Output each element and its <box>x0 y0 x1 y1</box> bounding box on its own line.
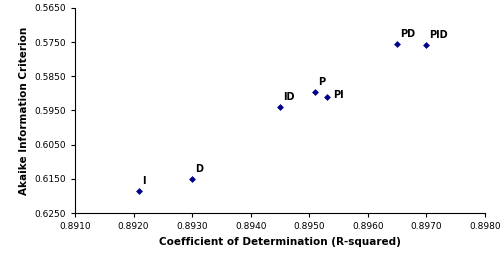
Text: PI: PI <box>332 89 344 100</box>
X-axis label: Coefficient of Determination (R-squared): Coefficient of Determination (R-squared) <box>159 237 401 247</box>
Text: I: I <box>142 176 146 186</box>
Text: D: D <box>195 164 203 174</box>
Text: PID: PID <box>430 30 448 40</box>
Y-axis label: Akaike Information Criterion: Akaike Information Criterion <box>19 26 29 195</box>
Text: P: P <box>318 76 325 87</box>
Text: ID: ID <box>283 92 294 102</box>
Text: PD: PD <box>400 29 415 39</box>
